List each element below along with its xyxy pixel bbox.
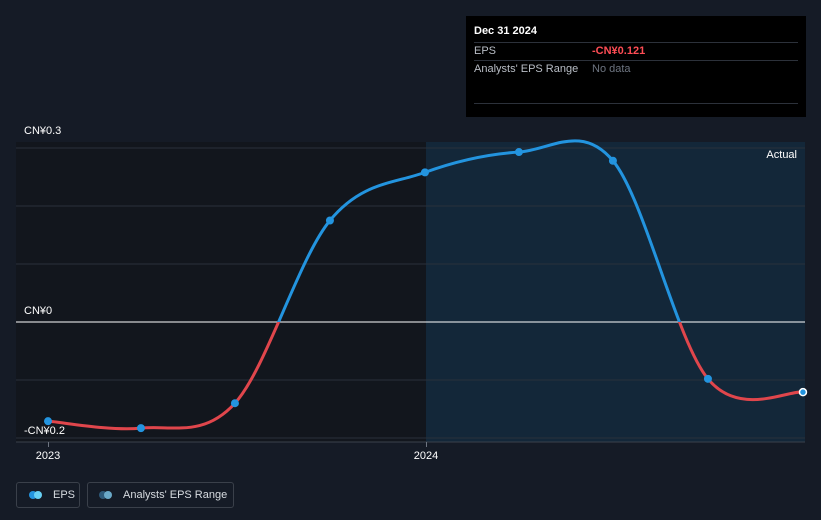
eps-point[interactable] <box>230 399 239 408</box>
tooltip-eps-row: EPS -CN¥0.121 <box>474 42 798 60</box>
y-tick-label: CN¥0 <box>24 305 52 317</box>
eps-legend-icon <box>29 491 45 499</box>
legend-eps-label: EPS <box>53 489 76 501</box>
tooltip: Dec 31 2024 EPS -CN¥0.121 Analysts' EPS … <box>466 16 806 117</box>
x-tick-label: 2024 <box>414 450 438 462</box>
range-legend-icon <box>99 491 115 499</box>
tooltip-range-value: No data <box>592 63 631 75</box>
eps-point[interactable] <box>608 156 617 165</box>
y-tick-label: -CN¥0.2 <box>24 425 65 437</box>
eps-point[interactable] <box>420 168 429 177</box>
x-tick-label: 2023 <box>36 450 60 462</box>
eps-point[interactable] <box>703 374 712 383</box>
legend-analysts-range[interactable]: Analysts' EPS Range <box>87 482 234 508</box>
x-axis-labels: 2023 2024 <box>36 450 438 462</box>
legend-range-label: Analysts' EPS Range <box>123 489 228 501</box>
eps-point[interactable] <box>514 148 523 157</box>
future-region <box>426 142 805 442</box>
eps-point[interactable] <box>136 424 145 433</box>
legend-eps[interactable]: EPS <box>16 482 80 508</box>
y-axis-labels: CN¥0.3 CN¥0 -CN¥0.2 <box>24 125 65 437</box>
eps-point[interactable] <box>798 387 808 397</box>
tooltip-spacer <box>474 78 798 104</box>
tooltip-range-label: Analysts' EPS Range <box>474 63 579 75</box>
eps-points <box>44 148 808 433</box>
eps-point[interactable] <box>325 216 334 225</box>
y-tick-label: CN¥0.3 <box>24 125 61 137</box>
tooltip-range-row: Analysts' EPS Range No data <box>474 60 798 78</box>
eps-point[interactable] <box>44 417 52 426</box>
past-region <box>16 142 426 442</box>
actual-label: Actual <box>766 149 797 161</box>
tooltip-date: Dec 31 2024 <box>474 25 537 37</box>
tooltip-eps-value: -CN¥0.121 <box>592 45 646 57</box>
grid <box>16 147 805 447</box>
eps-line-negative <box>47 322 804 431</box>
tooltip-eps-label: EPS <box>474 45 497 57</box>
